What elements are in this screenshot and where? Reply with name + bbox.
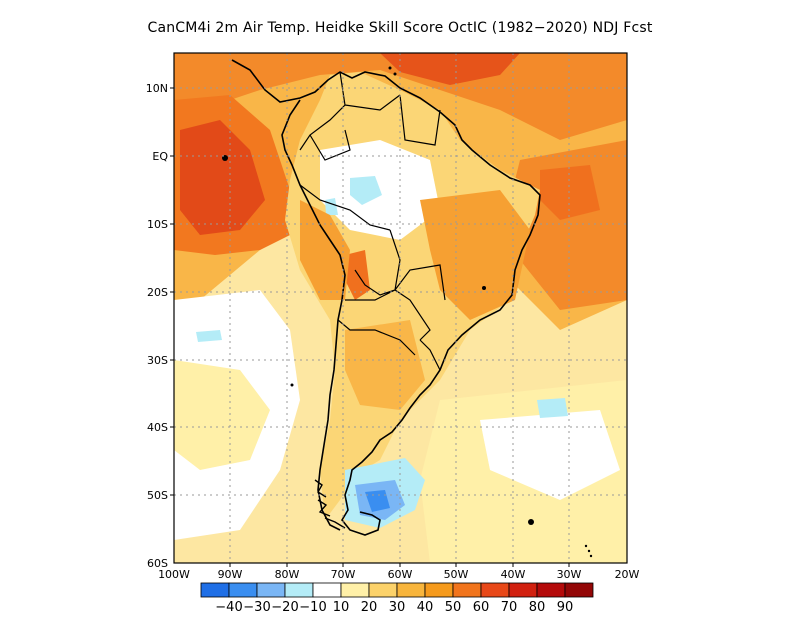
patagonia-strong-neg bbox=[365, 490, 390, 512]
atlantic-neg-blob bbox=[537, 398, 568, 418]
colorbar-label: −30 bbox=[243, 600, 270, 615]
colorbar-swatch bbox=[564, 582, 594, 598]
colorbar-label: 80 bbox=[529, 600, 546, 615]
atlantic-hot-spot bbox=[540, 165, 600, 220]
lat-ticks bbox=[170, 87, 174, 496]
colorbar-labels: −40 −30 −20 −10 10 20 30 40 50 60 70 80 90 bbox=[215, 600, 573, 615]
lon-label: 20W bbox=[615, 568, 640, 581]
colorbar-swatch bbox=[396, 582, 426, 598]
lat-label: 50S bbox=[147, 489, 168, 502]
lon-label: 30W bbox=[557, 568, 582, 581]
lat-label: 30S bbox=[147, 354, 168, 367]
map-title: CanCM4i 2m Air Temp. Heidke Skill Score … bbox=[147, 20, 653, 36]
colorbar-swatch bbox=[256, 582, 286, 598]
lon-label: 100W bbox=[158, 568, 190, 581]
argentina-warm bbox=[345, 320, 425, 410]
colorbar-label: 30 bbox=[389, 600, 406, 615]
andes-hot bbox=[345, 250, 370, 300]
colorbar-swatch bbox=[368, 582, 398, 598]
colorbar-swatch bbox=[284, 582, 314, 598]
caribbean-hot bbox=[380, 53, 520, 85]
colorbar-label: 40 bbox=[417, 600, 434, 615]
colorbar-label: 70 bbox=[501, 600, 518, 615]
brazil-warm bbox=[420, 190, 530, 320]
lat-label: 20S bbox=[147, 286, 168, 299]
colorbar bbox=[200, 582, 594, 598]
lon-axis: 100W 90W 80W 70W 60W 50W 40W 30W 20W bbox=[158, 568, 639, 581]
lon-ticks bbox=[229, 563, 570, 567]
lon-label: 90W bbox=[218, 568, 243, 581]
colorbar-swatch bbox=[536, 582, 566, 598]
pacific-neg-blob bbox=[196, 330, 222, 342]
lon-label: 40W bbox=[501, 568, 526, 581]
colorbar-label: 20 bbox=[361, 600, 378, 615]
skill-score-field bbox=[174, 53, 627, 563]
lat-axis: 10N EQ 10S 20S 30S 40S 50S 60S bbox=[146, 82, 169, 570]
colorbar-swatch bbox=[200, 582, 230, 598]
colorbar-swatch bbox=[424, 582, 454, 598]
north-hot-band bbox=[174, 53, 627, 160]
lon-label: 80W bbox=[275, 568, 300, 581]
lat-label: 10N bbox=[146, 82, 168, 95]
lon-label: 50W bbox=[444, 568, 469, 581]
lat-label: 60S bbox=[147, 557, 168, 570]
atlantic-hot-east bbox=[510, 140, 627, 310]
lat-label: 10S bbox=[147, 218, 168, 231]
colorbar-swatch bbox=[340, 582, 370, 598]
colorbar-label: 60 bbox=[473, 600, 490, 615]
colorbar-swatch bbox=[508, 582, 538, 598]
lat-label: 40S bbox=[147, 421, 168, 434]
colorbar-swatch bbox=[452, 582, 482, 598]
fjord-fragments bbox=[314, 479, 346, 529]
colorbar-label: −20 bbox=[271, 600, 298, 615]
colorbar-label: −10 bbox=[299, 600, 326, 615]
amazon-negative bbox=[350, 176, 382, 205]
colorbar-swatch bbox=[312, 582, 342, 598]
gridlines bbox=[174, 53, 627, 563]
lon-label: 60W bbox=[388, 568, 413, 581]
lon-label: 70W bbox=[331, 568, 356, 581]
colorbar-label: −40 bbox=[215, 600, 242, 615]
south-pacific-light bbox=[174, 360, 270, 470]
pacific-very-hot bbox=[180, 120, 265, 235]
colorbar-swatch bbox=[228, 582, 258, 598]
lat-label: EQ bbox=[152, 150, 168, 163]
colorbar-label: 90 bbox=[557, 600, 574, 615]
andes-warm bbox=[300, 200, 350, 300]
south-atlantic-white bbox=[480, 410, 620, 500]
country-borders bbox=[299, 71, 446, 371]
colorbar-swatch bbox=[480, 582, 510, 598]
colorbar-label: 10 bbox=[333, 600, 350, 615]
colorbar-label: 50 bbox=[445, 600, 462, 615]
